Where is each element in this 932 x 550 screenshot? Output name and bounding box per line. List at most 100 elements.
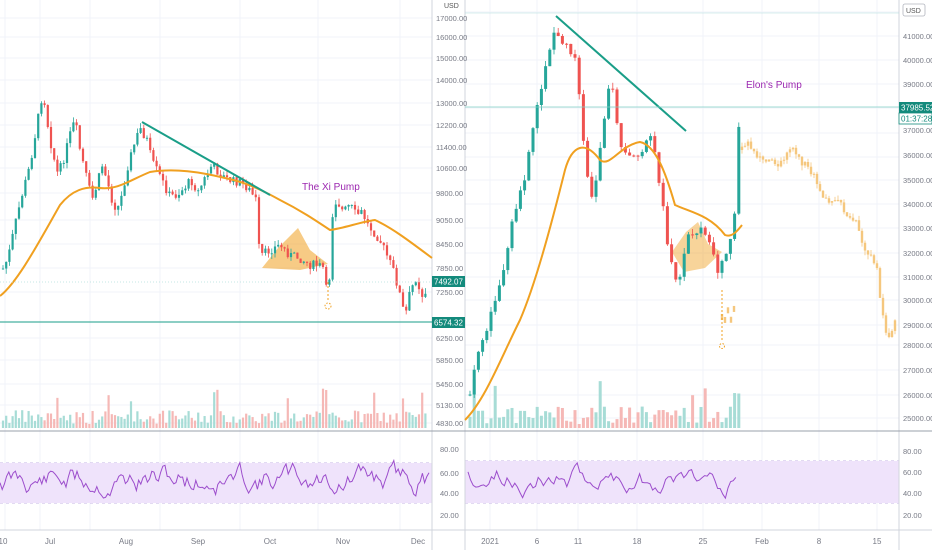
volume-bar — [81, 412, 85, 428]
volume-bar — [523, 410, 527, 428]
volume-bar — [552, 417, 556, 428]
volume-bar — [539, 415, 543, 428]
candle-body — [17, 207, 21, 219]
candles-right — [468, 27, 741, 398]
candle-body — [209, 166, 213, 174]
right-price-tick: 36000.00 — [903, 151, 932, 160]
candle-body — [184, 188, 187, 191]
volume-bar — [139, 419, 142, 428]
candle-body — [315, 260, 318, 266]
volume-bar — [611, 422, 615, 428]
right-price-tick: 30000.00 — [903, 296, 932, 305]
candle-body — [270, 253, 273, 255]
projection-body — [788, 149, 792, 153]
candle-body — [707, 234, 711, 243]
volume-bar — [299, 420, 302, 428]
candle-body — [165, 180, 168, 194]
candle-body — [94, 189, 97, 198]
candle-body — [161, 173, 165, 181]
projection-body — [863, 242, 867, 251]
projection-body — [732, 305, 736, 312]
volume-bar — [219, 411, 222, 428]
volume-bar — [225, 421, 229, 428]
moving-average-left — [0, 169, 433, 297]
candle-body — [369, 223, 373, 231]
candle-body — [78, 125, 81, 149]
candle-body — [720, 260, 724, 273]
right-price-tick: 31000.00 — [903, 273, 932, 282]
right-rsi-tick: 20.00 — [903, 511, 922, 520]
volume-bar — [177, 419, 181, 428]
left-price-tick: 9800.00 — [436, 189, 463, 198]
left-support-price-badge — [432, 317, 465, 328]
projection-body — [878, 268, 882, 298]
volume-bar — [489, 418, 493, 428]
candle-body — [569, 43, 573, 55]
candle-body — [577, 57, 581, 95]
volume-bar — [640, 406, 644, 428]
volume-bar — [665, 412, 669, 428]
left-price-tick: 12200.00 — [436, 121, 467, 130]
projection-body — [872, 255, 876, 264]
volume-bar — [65, 420, 69, 428]
candle-body — [581, 94, 585, 141]
candle-body — [360, 210, 363, 214]
volume-bar — [411, 415, 414, 428]
candle-body — [155, 160, 158, 167]
volume-bar — [56, 397, 59, 428]
candle-body — [123, 185, 126, 196]
candle-body — [21, 195, 24, 208]
axis-labels: 17000.00 16000.00 15000.00 14000.00 13000.00… — [0, 14, 932, 546]
volume-bar — [737, 393, 741, 428]
left-rsi-tick: 40.00 — [440, 489, 459, 498]
projection-body — [770, 159, 774, 161]
volume-bar — [251, 417, 254, 428]
left-price-tick: 13000.00 — [436, 99, 467, 108]
volume-bar — [318, 412, 321, 428]
candle-body — [539, 88, 543, 105]
volume-bar — [1, 420, 5, 428]
volume-bar — [636, 412, 640, 428]
volume-bar — [607, 421, 611, 428]
volume-bar — [120, 416, 123, 428]
candle-body — [556, 32, 560, 37]
volume-bar — [321, 388, 325, 428]
right-currency-box[interactable] — [902, 3, 926, 17]
candle-body — [615, 89, 619, 124]
projection-body — [758, 156, 762, 158]
projection-body — [860, 230, 864, 243]
candle-body — [59, 163, 62, 172]
right-countdown-text: 01:37:28 — [901, 115, 932, 124]
candle-body — [46, 105, 49, 127]
volume-bar — [293, 413, 296, 428]
volume-bar — [216, 389, 219, 428]
volume-bar — [46, 413, 49, 428]
candle-body — [414, 282, 417, 286]
volume-bar — [347, 421, 350, 428]
volume-bar — [674, 410, 678, 428]
volume-bar — [712, 418, 716, 428]
projection-body — [794, 147, 798, 155]
volume-bar — [305, 414, 309, 428]
projection-body — [866, 250, 870, 255]
volume-bar — [493, 385, 497, 428]
volume-bar — [424, 413, 427, 428]
volume-bar — [628, 407, 632, 428]
candle-body — [357, 209, 360, 214]
candle-body — [293, 252, 296, 254]
candle-body — [724, 253, 728, 261]
volume-bar — [733, 393, 737, 428]
candle-body — [691, 234, 695, 236]
candle-body — [347, 204, 350, 207]
rsi-band-right — [465, 461, 899, 503]
volume-bar — [632, 422, 636, 428]
left-price-tick: 7250.00 — [436, 288, 463, 297]
left-price-tick: 16000.00 — [436, 33, 467, 42]
candle-body — [85, 161, 88, 173]
candle-body — [24, 179, 27, 196]
volume-bar — [30, 415, 33, 428]
projection-body — [726, 307, 730, 314]
left-rsi-tick: 80.00 — [440, 445, 459, 454]
candle-body — [75, 122, 78, 126]
projection-body — [749, 141, 753, 149]
